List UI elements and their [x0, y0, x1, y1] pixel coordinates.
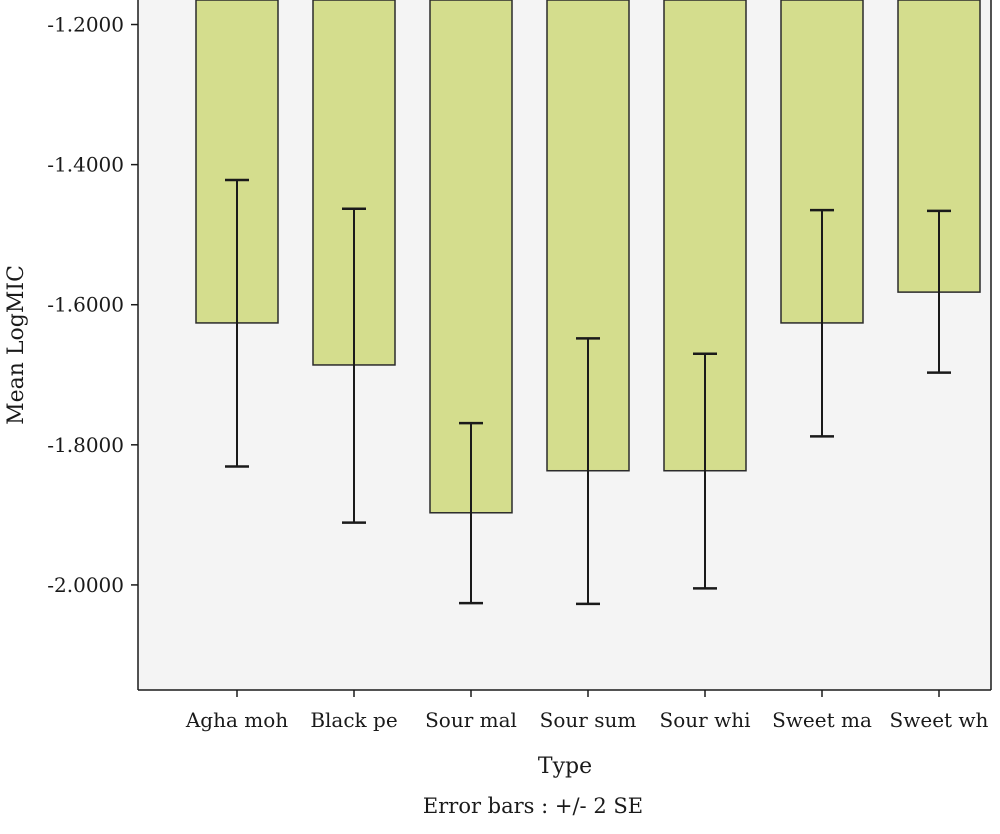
- x-ticks-layer: Agha moh Black pe Sour mal Sour sum Sour whi…: [185, 690, 989, 732]
- x-tick-label-1: Agha moh: [185, 708, 288, 732]
- error-bars-note: Error bars : +/- 2 SE: [423, 794, 643, 818]
- y-axis-title: Mean LogMIC: [4, 265, 29, 425]
- y-tick-label-5: -2.0000: [47, 573, 124, 597]
- x-tick-label-6: Sweet ma: [772, 708, 872, 732]
- x-tick-label-3: Sour mal: [425, 708, 517, 732]
- y-tick-label-2: -1.4000: [47, 153, 124, 177]
- y-tick-label-3: -1.6000: [47, 293, 124, 317]
- x-tick-label-4: Sour sum: [540, 708, 637, 732]
- y-tick-label-4: -1.8000: [47, 433, 124, 457]
- y-tick-label-1: -1.2000: [47, 13, 124, 37]
- y-ticks-layer: -1.2000 -1.4000 -1.6000 -1.8000 -2.0000: [47, 13, 138, 597]
- error-bars-layer: [225, 178, 951, 606]
- x-tick-label-7: Sweet wh: [890, 708, 989, 732]
- x-tick-label-2: Black pe: [310, 708, 397, 732]
- x-axis-title: Type: [538, 754, 592, 779]
- x-tick-label-5: Sour whi: [660, 708, 751, 732]
